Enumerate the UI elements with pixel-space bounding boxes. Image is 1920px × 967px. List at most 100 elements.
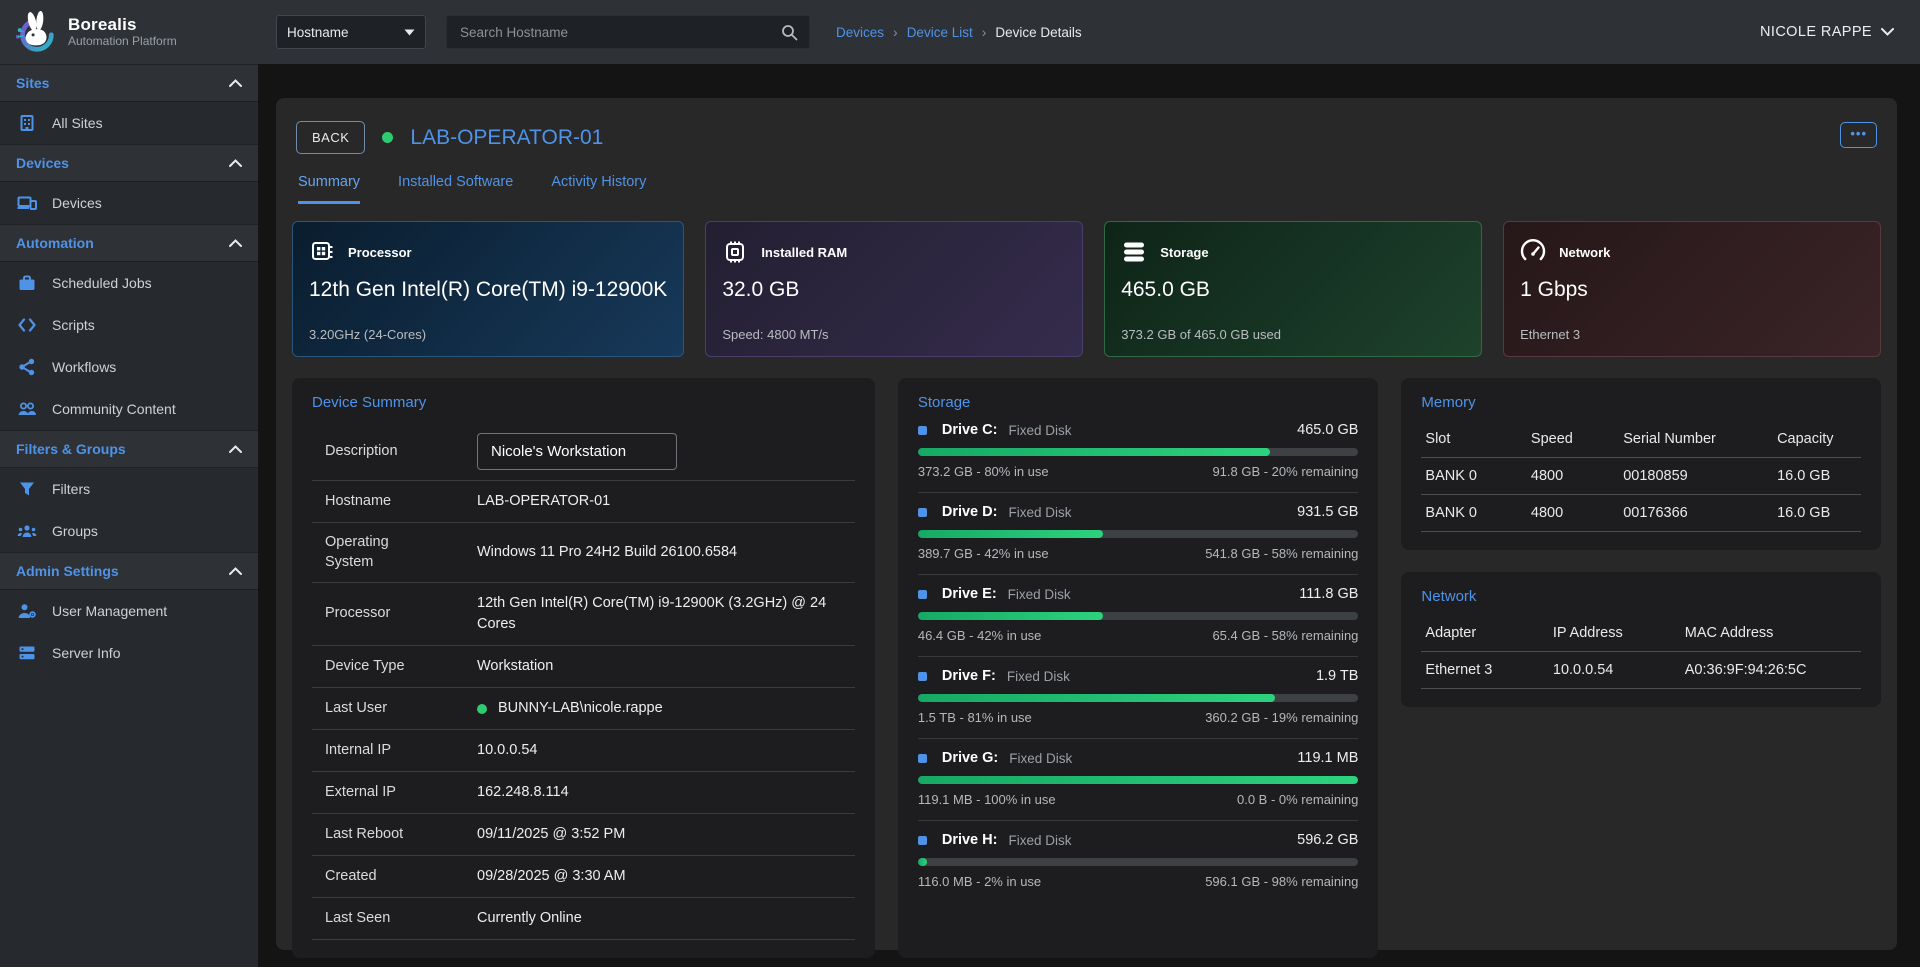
sidebar-item-filters[interactable]: Filters [0,468,258,510]
drive-row-h: Drive H: Fixed Disk 596.2 GB 116.0 MB - … [918,821,1359,902]
brand-subtitle: Automation Platform [68,35,177,49]
building-icon [17,113,37,133]
breadcrumb-separator-icon: › [982,24,987,40]
sidebar-item-groups[interactable]: Groups [0,510,258,552]
drive-usage-bar [918,612,1359,620]
sidebar-section-sites[interactable]: Sites [0,64,258,102]
sidebar-item-scheduled-jobs[interactable]: Scheduled Jobs [0,262,258,304]
back-button[interactable]: BACK [296,121,365,154]
tab-activity-history[interactable]: Activity History [551,174,646,204]
drive-usage-bar [918,530,1359,538]
server-icon [17,643,37,663]
user-online-dot [477,704,487,714]
drive-row-f: Drive F: Fixed Disk 1.9 TB 1.5 TB - 81% … [918,657,1359,739]
sidebar-item-workflows[interactable]: Workflows [0,346,258,388]
summary-row-description: Description [312,423,855,481]
drive-bullet-icon [918,672,927,681]
memory-col-slot: Slot [1421,421,1527,458]
description-input[interactable] [477,433,677,470]
stat-card-label: Network [1559,245,1610,260]
memory-row: BANK 0 4800 00176366 16.0 GB [1421,495,1861,532]
ram-stat-card: Installed RAM 32.0 GB Speed: 4800 MT/s [705,221,1083,357]
stat-card-label: Installed RAM [761,245,847,260]
sidebar-item-devices[interactable]: Devices [0,182,258,224]
code-icon [17,315,37,335]
sidebar-item-label: Devices [52,195,102,211]
breadcrumb-device-list[interactable]: Device List [907,25,973,40]
device-summary-title: Device Summary [312,394,855,411]
sidebar-item-scripts[interactable]: Scripts [0,304,258,346]
sidebar-section-filters-groups[interactable]: Filters & Groups [0,430,258,468]
sidebar-section-automation[interactable]: Automation [0,224,258,262]
briefcase-icon [17,273,37,293]
drive-usage-bar [918,694,1359,702]
tab-summary[interactable]: Summary [298,174,360,204]
sidebar-item-label: Server Info [52,645,120,661]
brand-logo-area[interactable]: Borealis Automation Platform [0,0,258,64]
summary-row-last-seen: Last Seen Currently Online [312,898,855,940]
memory-col-capacity: Capacity [1773,421,1861,458]
device-title: LAB-OPERATOR-01 [410,126,603,150]
processor-stat-card: Processor 12th Gen Intel(R) Core(TM) i9-… [292,221,684,357]
brand-name: Borealis [68,15,177,35]
breadcrumb: Devices › Device List › Device Details [836,24,1082,40]
summary-row-operating-system: Operating System Windows 11 Pro 24H2 Bui… [312,523,855,583]
storage-icon [1121,239,1147,265]
device-details-card: BACK LAB-OPERATOR-01 ••• Summary Install… [276,98,1897,950]
main-content-area: BACK LAB-OPERATOR-01 ••• Summary Install… [258,64,1920,967]
more-actions-button[interactable]: ••• [1840,122,1877,148]
stat-card-value: 32.0 GB [722,278,1066,302]
stat-card-label: Processor [348,245,412,260]
user-menu[interactable]: NICOLE RAPPE [1760,24,1894,40]
stat-card-label: Storage [1160,245,1208,260]
hostname-filter-select[interactable]: Hostname [276,15,426,49]
chevron-down-icon [1881,28,1894,36]
summary-row-external-ip: External IP 162.248.8.114 [312,772,855,814]
tab-installed-software[interactable]: Installed Software [398,174,513,204]
drive-usage-bar [918,776,1359,784]
sidebar-item-all-sites[interactable]: All Sites [0,102,258,144]
stat-card-footer: 3.20GHz (24-Cores) [309,327,667,342]
sidebar-item-server-info[interactable]: Server Info [0,632,258,674]
cpu-icon [309,239,335,265]
stat-card-value: 465.0 GB [1121,278,1465,302]
summary-row-last-user: Last User BUNNY-LAB\nicole.rappe [312,688,855,730]
storage-panel: Storage Drive C: Fixed Disk 465.0 GB 373… [898,378,1379,958]
user-gear-icon [17,601,37,621]
sidebar-section-admin-settings[interactable]: Admin Settings [0,552,258,590]
sidebar-section-devices[interactable]: Devices [0,144,258,182]
drive-row-c: Drive C: Fixed Disk 465.0 GB 373.2 GB - … [918,411,1359,493]
drive-usage-bar [918,448,1359,456]
summary-row-internal-ip: Internal IP 10.0.0.54 [312,730,855,772]
memory-row: BANK 0 4800 00180859 16.0 GB [1421,458,1861,495]
device-summary-panel: Device Summary Description Hostname LAB-… [292,378,875,958]
sidebar-item-label: Community Content [52,401,176,417]
search-input[interactable] [458,24,781,41]
sidebar-item-community-content[interactable]: Community Content [0,388,258,430]
breadcrumb-separator-icon: › [893,24,898,40]
drive-bullet-icon [918,836,927,845]
chevron-up-icon [229,159,242,167]
memory-table: Slot Speed Serial Number Capacity BANK 0… [1421,421,1861,532]
gauge-icon [1520,239,1546,265]
sidebar-item-label: All Sites [52,115,103,131]
section-label: Devices [16,155,69,171]
storage-stat-card: Storage 465.0 GB 373.2 GB of 465.0 GB us… [1104,221,1482,357]
drive-usage-bar [918,858,1359,866]
memory-panel-title: Memory [1421,394,1861,411]
search-icon[interactable] [781,24,798,41]
breadcrumb-devices[interactable]: Devices [836,25,884,40]
sidebar-item-label: Scheduled Jobs [52,275,152,291]
chevron-up-icon [229,79,242,87]
drive-row-d: Drive D: Fixed Disk 931.5 GB 389.7 GB - … [918,493,1359,575]
stat-card-footer: Speed: 4800 MT/s [722,327,1066,342]
drive-row-e: Drive E: Fixed Disk 111.8 GB 46.4 GB - 4… [918,575,1359,657]
sidebar-item-user-management[interactable]: User Management [0,590,258,632]
right-column: Memory Slot Speed Serial Number Capacity [1401,378,1881,958]
drive-row-g: Drive G: Fixed Disk 119.1 MB 119.1 MB - … [918,739,1359,821]
section-label: Filters & Groups [16,441,126,457]
drive-bullet-icon [918,590,927,599]
memory-col-speed: Speed [1527,421,1619,458]
summary-row-hostname: Hostname LAB-OPERATOR-01 [312,481,855,523]
hostname-filter-value: Hostname [287,25,349,40]
